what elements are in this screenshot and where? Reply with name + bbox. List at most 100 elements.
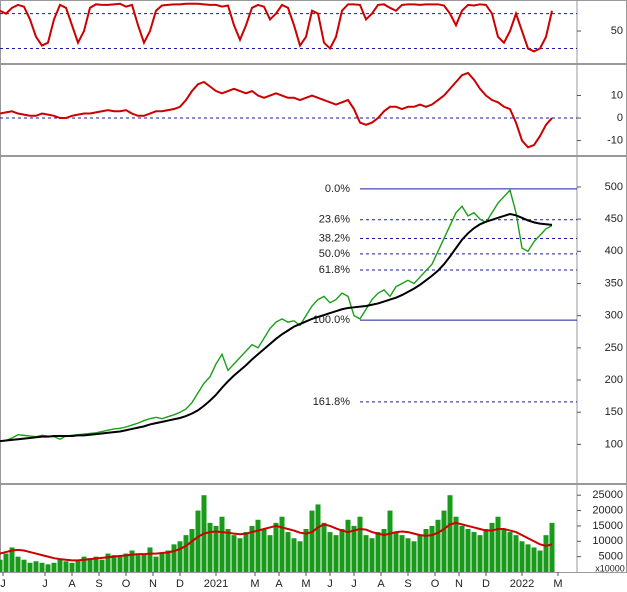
volume-bar	[51, 562, 57, 572]
volume-bar	[405, 538, 411, 572]
volume-bar	[255, 519, 261, 572]
x-tick-label: M	[250, 578, 259, 590]
volume-bar	[297, 541, 303, 572]
x-tick-label: A	[68, 578, 76, 590]
volume-bar	[93, 556, 99, 572]
series-line	[0, 71, 553, 149]
volume-bar	[345, 519, 351, 572]
volume-bar	[177, 541, 183, 572]
volume-bar	[279, 516, 285, 572]
volume-bar	[459, 525, 465, 572]
fib-label: 0.0%	[325, 183, 350, 195]
volume-bar	[243, 532, 249, 572]
y-tick-label: 250	[605, 342, 623, 354]
volume-bar	[435, 519, 441, 572]
x-tick-label: J	[42, 578, 48, 590]
volume-bar	[135, 555, 141, 572]
volume-bar	[429, 525, 435, 572]
y-tick-label: 450	[605, 213, 623, 225]
volume-bar	[129, 550, 135, 572]
volume-bar	[303, 529, 309, 572]
volume-bar	[69, 562, 75, 572]
volume-bar	[117, 556, 123, 572]
volume-bar	[369, 538, 375, 572]
panel-frame	[0, 0, 627, 64]
volume-bar	[171, 544, 177, 572]
y-tick-label: 350	[605, 277, 623, 289]
volume-bar	[75, 559, 81, 572]
volume-bar	[0, 559, 3, 572]
x-tick-label: O	[431, 578, 440, 590]
volume-bar	[519, 541, 525, 572]
fib-label: 50.0%	[319, 248, 350, 260]
volume-bar	[9, 547, 15, 572]
y-tick-label: 150	[605, 406, 623, 418]
volume-bar	[525, 544, 531, 572]
volume-bar	[399, 535, 405, 572]
volume-bar	[159, 553, 165, 572]
volume-bar	[375, 532, 381, 572]
volume-bar	[315, 504, 321, 572]
y-tick-label: 50	[611, 25, 623, 37]
volume-bar	[489, 522, 495, 572]
volume-bar	[141, 553, 147, 572]
volume-bar	[531, 547, 537, 572]
volume-bar	[237, 538, 243, 572]
volume-bar	[105, 553, 111, 572]
y-tick-label: 0	[617, 112, 623, 124]
volume-bar	[507, 532, 513, 572]
volume-bar	[225, 529, 231, 572]
fib-label: 100.0%	[313, 314, 351, 326]
volume-bar	[99, 559, 105, 572]
volume-bar	[267, 535, 273, 572]
volume-bar	[339, 529, 345, 572]
volume-bar	[321, 522, 327, 572]
y-tick-label: 300	[605, 310, 623, 322]
y-tick-label: 5000	[599, 551, 623, 563]
volume-bar	[81, 556, 87, 572]
y-tick-label: 20000	[592, 504, 623, 516]
volume-bar	[513, 535, 519, 572]
volume-bar	[195, 510, 201, 572]
volume-bar	[39, 562, 45, 572]
volume-bar	[537, 550, 543, 572]
y-tick-label: 15000	[592, 520, 623, 532]
volume-bar	[147, 547, 153, 572]
fib-label: 61.8%	[319, 264, 350, 276]
y-tick-label: 10000	[592, 535, 623, 547]
y-tick-label: -10	[607, 134, 623, 146]
volume-bar	[33, 561, 39, 572]
volume-bar	[15, 556, 21, 572]
volume-bar	[543, 535, 549, 572]
volume-bar	[309, 510, 315, 572]
x-tick-label: S	[404, 578, 411, 590]
x-tick-label: N	[455, 578, 463, 590]
panel-frame	[0, 64, 627, 156]
x-tick-label: D	[482, 578, 490, 590]
volume-bar	[27, 562, 33, 572]
volume-bar	[483, 529, 489, 572]
volume-bar	[123, 553, 129, 572]
volume-bar	[189, 529, 195, 572]
volume-bar	[447, 495, 453, 572]
volume-bar	[165, 550, 171, 572]
volume-bar	[261, 529, 267, 572]
volume-bar	[423, 529, 429, 572]
series-line	[0, 2, 553, 53]
volume-bar	[21, 559, 27, 572]
x-tick-label: O	[122, 578, 131, 590]
x-tick-label: D	[176, 578, 184, 590]
volume-bar	[213, 525, 219, 572]
volume-bar	[417, 535, 423, 572]
volume-bar	[327, 532, 333, 572]
volume-bar	[57, 559, 63, 572]
volume-bar	[363, 535, 369, 572]
volume-bar	[111, 555, 117, 572]
volume-bar	[465, 529, 471, 572]
y-tick-label: 500	[605, 181, 623, 193]
y-tick-label: 10	[611, 89, 623, 101]
y-tick-label: 400	[605, 245, 623, 257]
series-line	[0, 188, 553, 442]
x-tick-label: J	[351, 578, 357, 590]
